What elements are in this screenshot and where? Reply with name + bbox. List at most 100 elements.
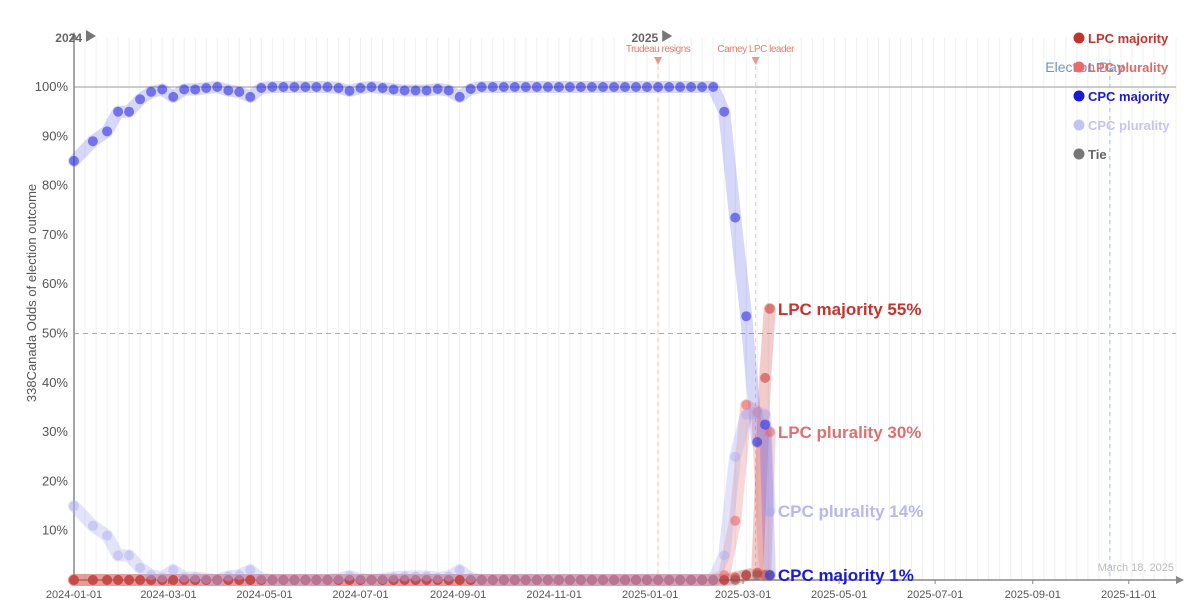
- data-point-lpc-majority: [245, 575, 256, 585]
- data-point-cpc-majority: [311, 82, 322, 92]
- event-markers: Trudeau resigns Carney LPC leader Election…: [626, 44, 1124, 580]
- x-tick-label: 2025-03-01: [715, 589, 771, 601]
- data-point-lpc-majority: [399, 575, 410, 585]
- x-tick-label: 2025-07-01: [907, 589, 963, 601]
- data-point-cpc-majority: [575, 82, 586, 92]
- y-tick-label: 50%: [42, 326, 68, 341]
- data-point-cpc-majority: [168, 91, 179, 102]
- data-point-cpc-plurality: [377, 574, 388, 584]
- data-point-lpc-majority: [179, 575, 190, 585]
- y-tick-label: 70%: [42, 227, 68, 242]
- data-point-lpc-majority: [719, 575, 730, 585]
- data-point-lpc-majority: [267, 575, 278, 585]
- data-point-cpc-majority: [509, 82, 520, 92]
- y-tick-label: 10%: [42, 523, 68, 538]
- data-point-cpc-majority: [741, 311, 752, 322]
- data-point-cpc-majority: [642, 82, 652, 92]
- data-point-cpc-majority: [609, 82, 619, 92]
- legend-item-cpc-majority: CPC majority: [1088, 89, 1170, 104]
- data-point-cpc-majority: [69, 155, 79, 166]
- data-point-cpc-plurality: [333, 574, 344, 584]
- data-point-lpc-majority: [752, 567, 763, 578]
- y-tick-label: 40%: [42, 375, 68, 390]
- data-point-cpc-majority: [553, 82, 564, 92]
- data-point-cpc-plurality: [245, 565, 256, 576]
- data-point-cpc-majority: [631, 82, 641, 92]
- data-point-lpc-majority: [487, 575, 498, 585]
- data-point-cpc-majority: [653, 82, 664, 92]
- data-point-cpc-plurality: [355, 574, 366, 584]
- x-axis-arrow: [1176, 576, 1184, 584]
- data-point-cpc-majority: [664, 82, 675, 92]
- data-point-cpc-majority: [443, 85, 454, 96]
- end-label-lpc-majority: LPC majority 55%: [778, 300, 922, 319]
- data-point-lpc-majority: [575, 575, 586, 585]
- data-point-lpc-majority: [377, 575, 388, 585]
- year-arrow: [662, 30, 673, 42]
- data-point-lpc-majority: [664, 575, 675, 585]
- data-point-cpc-majority: [764, 570, 775, 581]
- data-point-cpc-majority: [124, 106, 135, 117]
- series-band-lpc-majority: [68, 302, 776, 586]
- data-point-cpc-majority: [730, 212, 741, 223]
- data-point-lpc-majority: [201, 575, 212, 585]
- data-point-cpc-majority: [620, 82, 630, 92]
- data-point-cpc-majority: [432, 84, 443, 94]
- data-point-cpc-majority: [598, 82, 608, 92]
- data-point-cpc-majority: [531, 82, 542, 92]
- data-point-lpc-majority: [300, 575, 311, 585]
- data-point-lpc-majority: [168, 575, 179, 585]
- data-point-cpc-majority: [719, 106, 730, 117]
- data-point-lpc-majority: [278, 575, 289, 585]
- legend-marker-icon: [1073, 148, 1085, 160]
- data-point-cpc-plurality: [135, 562, 146, 573]
- data-point-cpc-plurality: [113, 550, 124, 561]
- data-point-cpc-plurality: [653, 575, 664, 585]
- data-point-cpc-plurality: [212, 575, 223, 585]
- data-point-cpc-plurality: [201, 574, 212, 584]
- data-point-lpc-majority: [520, 575, 531, 585]
- event-label: Trudeau resigns: [626, 44, 691, 55]
- data-point-cpc-plurality: [168, 565, 179, 576]
- data-point-lpc-majority: [697, 575, 708, 585]
- data-point-cpc-plurality: [223, 571, 234, 582]
- data-point-lpc-majority: [686, 575, 697, 585]
- data-point-lpc-plurality: [730, 515, 741, 526]
- data-point-cpc-plurality: [300, 575, 311, 585]
- data-point-cpc-plurality: [344, 571, 355, 582]
- data-point-lpc-majority: [642, 575, 652, 585]
- data-point-lpc-majority: [146, 575, 157, 585]
- data-point-cpc-majority: [675, 82, 686, 92]
- legend-item-lpc-majority: LPC majority: [1088, 31, 1169, 46]
- x-tick-label: 2025-05-01: [811, 589, 867, 601]
- x-tick-label: 2024-01-01: [46, 589, 102, 601]
- data-point-cpc-majority: [410, 85, 421, 96]
- legend-marker-icon: [1073, 61, 1085, 73]
- data-point-lpc-majority: [87, 575, 98, 585]
- data-point-cpc-majority: [157, 84, 168, 95]
- data-point-cpc-plurality: [664, 575, 675, 585]
- data-point-cpc-majority: [223, 85, 234, 96]
- data-point-lpc-majority: [443, 575, 454, 585]
- data-point-cpc-majority: [212, 82, 223, 92]
- data-point-cpc-plurality: [124, 550, 135, 561]
- data-point-cpc-plurality: [609, 575, 619, 585]
- data-point-lpc-plurality: [764, 427, 775, 438]
- data-point-lpc-majority: [102, 575, 113, 585]
- data-point-lpc-majority: [421, 575, 432, 585]
- data-point-lpc-majority: [498, 575, 509, 585]
- data-point-cpc-plurality: [598, 575, 608, 585]
- data-point-cpc-plurality: [730, 451, 741, 462]
- data-point-cpc-plurality: [102, 530, 113, 541]
- data-point-cpc-plurality: [322, 575, 333, 585]
- data-point-cpc-plurality: [708, 575, 719, 585]
- grid: [73, 38, 1177, 580]
- data-point-cpc-plurality: [289, 575, 300, 585]
- data-point-cpc-plurality: [631, 575, 641, 585]
- data-point-lpc-majority: [653, 575, 664, 585]
- data-point-cpc-majority: [752, 437, 763, 447]
- axes: 10% 20% 30% 40% 50% 60% 70% 80% 90% 100% 2024-01-0…: [35, 30, 1184, 601]
- data-point-lpc-majority: [388, 575, 399, 585]
- data-point-cpc-plurality: [741, 409, 752, 420]
